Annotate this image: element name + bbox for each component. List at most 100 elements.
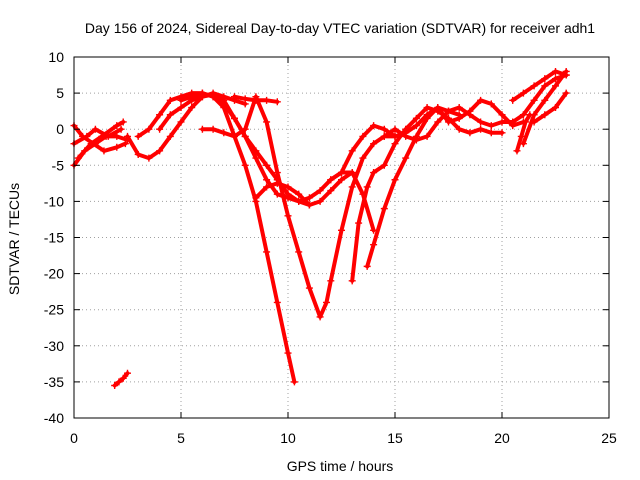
data-point bbox=[509, 96, 517, 104]
data-point bbox=[445, 107, 452, 115]
data-point bbox=[134, 132, 142, 140]
data-point bbox=[124, 132, 131, 140]
data-point bbox=[355, 219, 363, 227]
data-point bbox=[166, 96, 174, 104]
data-point bbox=[241, 95, 249, 103]
data-point bbox=[348, 183, 356, 191]
data-point bbox=[156, 147, 164, 155]
data-point bbox=[177, 118, 185, 126]
data-point bbox=[423, 114, 431, 122]
series-arc-9 bbox=[177, 89, 298, 386]
x-axis-label: GPS time / hours bbox=[287, 458, 394, 474]
data-point bbox=[391, 176, 399, 184]
data-point bbox=[273, 298, 281, 306]
data-point bbox=[370, 241, 378, 249]
series-line bbox=[515, 112, 532, 153]
series-line bbox=[112, 371, 130, 388]
data-point bbox=[487, 100, 495, 108]
data-point bbox=[231, 114, 238, 122]
data-point bbox=[363, 262, 371, 270]
data-point bbox=[231, 93, 238, 101]
data-point bbox=[323, 298, 331, 306]
data-point bbox=[412, 136, 420, 144]
y-tick-label: -25 bbox=[44, 302, 64, 318]
data-point bbox=[348, 147, 356, 155]
data-point bbox=[295, 248, 303, 256]
data-point bbox=[348, 277, 356, 285]
data-point bbox=[338, 226, 345, 234]
data-point bbox=[98, 132, 106, 140]
data-point bbox=[316, 313, 324, 321]
data-point bbox=[519, 140, 527, 148]
data-point bbox=[273, 169, 281, 177]
data-point bbox=[263, 96, 271, 104]
data-point bbox=[498, 129, 506, 137]
data-point bbox=[290, 378, 298, 386]
x-tick-label: 5 bbox=[177, 430, 185, 446]
data-point bbox=[562, 67, 570, 75]
data-point bbox=[209, 125, 217, 133]
y-tick-label: 0 bbox=[56, 121, 64, 137]
data-point bbox=[359, 132, 367, 140]
data-point bbox=[327, 277, 335, 285]
data-point bbox=[477, 118, 485, 126]
y-axis-label: SDTVAR / TECUs bbox=[6, 183, 22, 295]
data-point bbox=[338, 169, 345, 177]
data-point bbox=[156, 111, 164, 119]
data-point bbox=[391, 140, 399, 148]
data-point bbox=[519, 89, 527, 97]
data-point bbox=[517, 132, 525, 140]
y-tick-label: 10 bbox=[48, 49, 64, 65]
data-point bbox=[402, 154, 410, 162]
series-arc-20 bbox=[530, 89, 570, 126]
data-point bbox=[305, 284, 313, 292]
data-point bbox=[241, 132, 249, 140]
data-point bbox=[284, 194, 292, 202]
y-tick-label: -35 bbox=[44, 374, 64, 390]
data-point bbox=[231, 132, 238, 140]
data-point bbox=[391, 132, 399, 140]
data-point bbox=[188, 104, 196, 112]
data-point bbox=[295, 197, 303, 205]
data-point bbox=[220, 96, 228, 104]
chart-title: Day 156 of 2024, Sidereal Day-to-day VTE… bbox=[85, 20, 595, 36]
data-point bbox=[145, 125, 153, 133]
data-point bbox=[295, 190, 303, 198]
data-point bbox=[519, 111, 527, 119]
data-point bbox=[391, 125, 399, 133]
data-point bbox=[113, 143, 121, 151]
data-point bbox=[530, 82, 538, 90]
series-line bbox=[200, 94, 397, 319]
data-point bbox=[466, 129, 474, 137]
data-point bbox=[113, 132, 121, 140]
data-point bbox=[327, 176, 335, 184]
data-point bbox=[455, 125, 463, 133]
data-point bbox=[119, 118, 127, 126]
data-point bbox=[380, 161, 388, 169]
data-point bbox=[263, 248, 271, 256]
data-point bbox=[509, 118, 517, 126]
x-tick-label: 20 bbox=[494, 430, 510, 446]
data-point bbox=[412, 114, 420, 122]
data-point bbox=[552, 82, 559, 90]
series-line bbox=[350, 105, 504, 283]
data-point bbox=[145, 154, 153, 162]
data-point bbox=[121, 140, 129, 148]
data-point bbox=[487, 122, 495, 130]
series-arc-8 bbox=[156, 91, 356, 205]
data-point bbox=[273, 98, 281, 106]
y-tick-label: -10 bbox=[44, 193, 64, 209]
data-point bbox=[327, 187, 335, 195]
tick-layer: 0 5 10 15 20 25 -40 -35 -30 -25 -20 -15 -10 -5 0 5 10 bbox=[44, 49, 617, 446]
data-point bbox=[177, 96, 185, 104]
data-point bbox=[477, 96, 485, 104]
data-point bbox=[156, 125, 164, 133]
data-point bbox=[513, 147, 521, 155]
data-point bbox=[209, 93, 217, 101]
data-point bbox=[166, 111, 174, 119]
data-point bbox=[188, 93, 196, 101]
data-point bbox=[111, 382, 119, 390]
data-point bbox=[316, 197, 324, 205]
